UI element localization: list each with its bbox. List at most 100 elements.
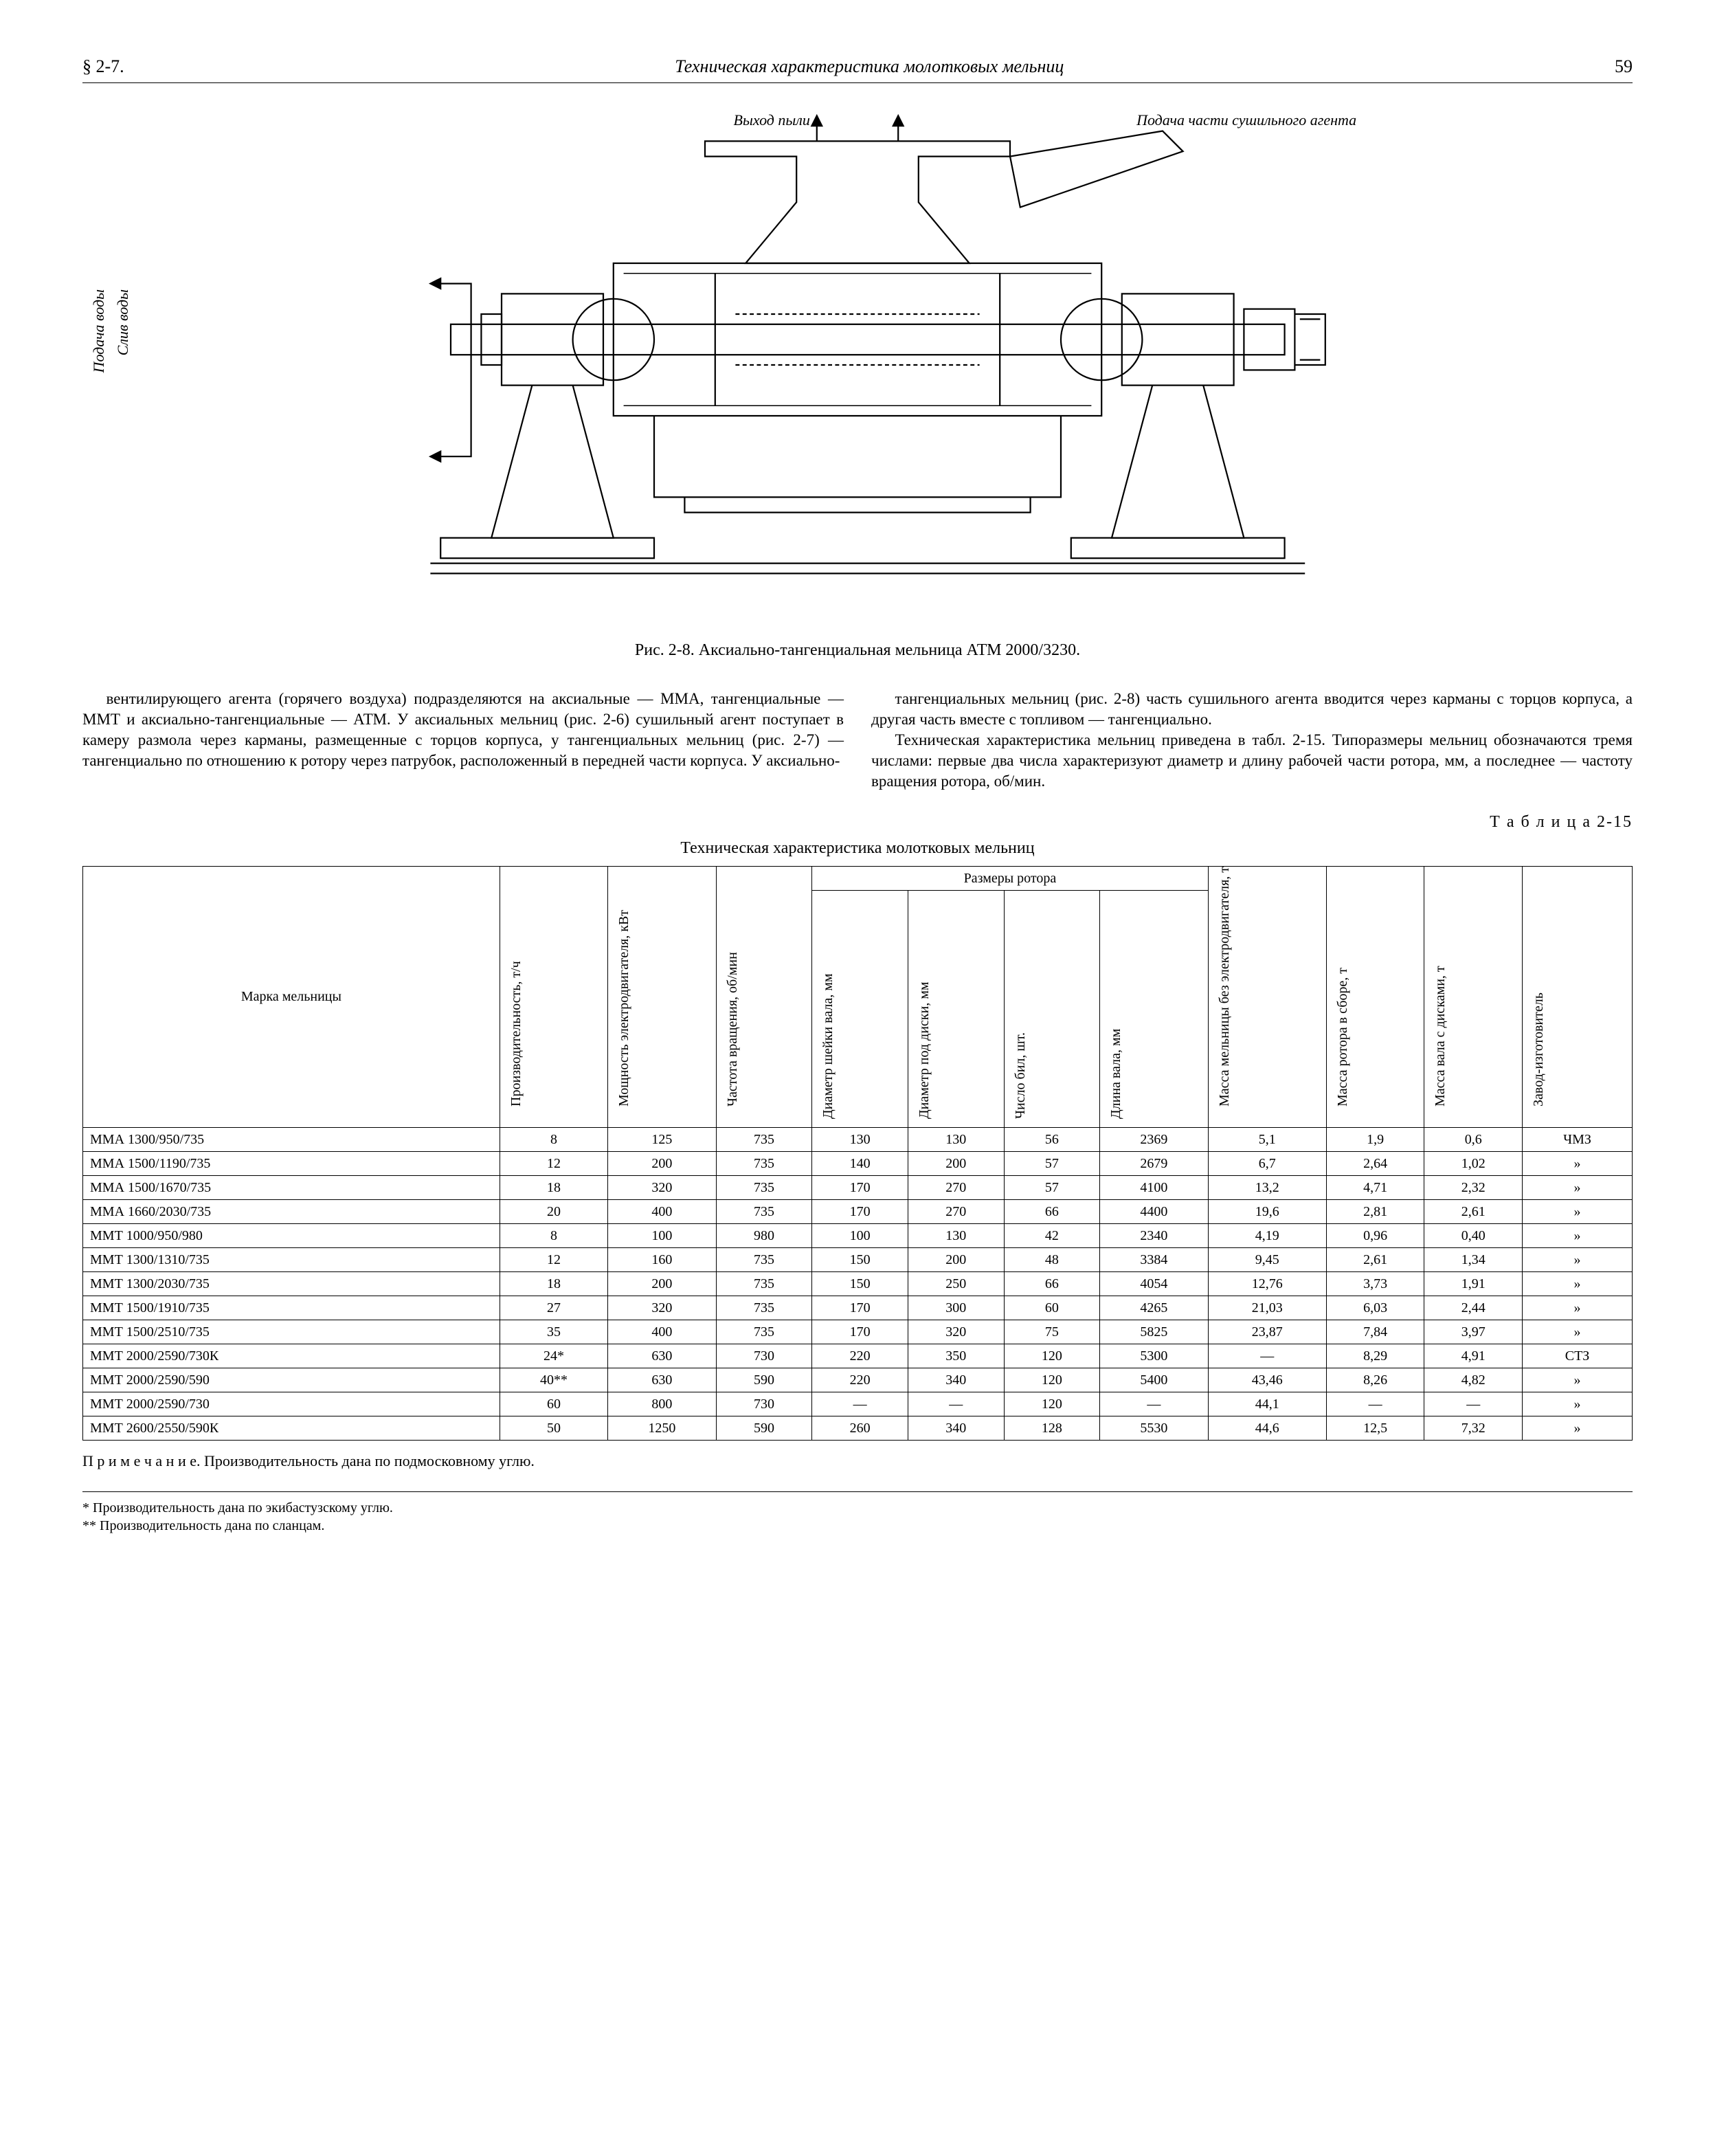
table-cell: 200 <box>908 1247 1004 1271</box>
table-cell: 13,2 <box>1208 1175 1326 1199</box>
table-cell: » <box>1523 1271 1633 1296</box>
table-cell: 18 <box>500 1175 607 1199</box>
table-cell: 735 <box>716 1151 812 1175</box>
table-cell: 250 <box>908 1271 1004 1296</box>
table-cell: 12 <box>500 1151 607 1175</box>
table-cell: 42 <box>1004 1223 1100 1247</box>
table-cell: 735 <box>716 1320 812 1344</box>
page-header: § 2-7. Техническая характеристика молотк… <box>82 55 1633 83</box>
paragraph: вентилирующего агента (горячего воздуха)… <box>82 689 844 771</box>
table-row: ММА 1500/1670/7351832073517027057410013,… <box>83 1175 1633 1199</box>
table-cell: СТЗ <box>1523 1344 1633 1368</box>
table-cell: ММТ 1500/2510/735 <box>83 1320 500 1344</box>
table-body: ММА 1300/950/73581257351301305623695,11,… <box>83 1127 1633 1440</box>
table-cell: 57 <box>1004 1151 1100 1175</box>
table-cell: 735 <box>716 1199 812 1223</box>
table-cell: 4,91 <box>1424 1344 1523 1368</box>
table-cell: ММА 1500/1190/735 <box>83 1151 500 1175</box>
table-cell: 4400 <box>1100 1199 1208 1223</box>
table-cell: 5825 <box>1100 1320 1208 1344</box>
table-cell: 2340 <box>1100 1223 1208 1247</box>
table-cell: 66 <box>1004 1199 1100 1223</box>
table-cell: » <box>1523 1416 1633 1440</box>
table-cell: 630 <box>608 1344 716 1368</box>
table-cell: 0,96 <box>1326 1223 1424 1247</box>
table-cell: 630 <box>608 1368 716 1392</box>
table-cell: 140 <box>812 1151 908 1175</box>
table-cell: 3,73 <box>1326 1271 1424 1296</box>
table-cell: 170 <box>812 1320 908 1344</box>
col-header: Длина вала, мм <box>1104 893 1128 1124</box>
table-cell: 4,19 <box>1208 1223 1326 1247</box>
table-note: П р и м е ч а н и е. Производительность … <box>82 1452 1633 1471</box>
spec-table: Марка мельницы Производительность, т/ч М… <box>82 866 1633 1441</box>
table-cell: 300 <box>908 1296 1004 1320</box>
table-cell: 340 <box>908 1416 1004 1440</box>
table-cell: » <box>1523 1247 1633 1271</box>
figure-label-top1: Выход пыли <box>734 111 810 131</box>
table-cell: 735 <box>716 1127 812 1151</box>
table-cell: 400 <box>608 1199 716 1223</box>
table-cell: 6,7 <box>1208 1151 1326 1175</box>
table-cell: 100 <box>608 1223 716 1247</box>
table-cell: 800 <box>608 1392 716 1416</box>
table-row: ММТ 2000/2590/59040**6305902203401205400… <box>83 1368 1633 1392</box>
col-header: Частота вращения, об/мин <box>721 881 744 1112</box>
table-label: Т а б л и ц а 2-15 <box>82 812 1633 833</box>
table-cell: 2,44 <box>1424 1296 1523 1320</box>
page-number: 59 <box>1615 55 1633 78</box>
table-cell: 2679 <box>1100 1151 1208 1175</box>
col-header: Масса вала с дисками, т <box>1428 881 1452 1112</box>
table-cell: 8 <box>500 1127 607 1151</box>
table-row: ММТ 1000/950/98081009801001304223404,190… <box>83 1223 1633 1247</box>
table-cell: ММТ 1300/1310/735 <box>83 1247 500 1271</box>
paragraph: Техническая характеристика мельниц приве… <box>871 730 1633 792</box>
table-cell: 2369 <box>1100 1127 1208 1151</box>
table-cell: 730 <box>716 1344 812 1368</box>
table-cell: 200 <box>608 1271 716 1296</box>
table-cell: 735 <box>716 1175 812 1199</box>
table-cell: 8 <box>500 1223 607 1247</box>
table-cell: 40** <box>500 1368 607 1392</box>
table-cell: ММТ 2000/2590/590 <box>83 1368 500 1392</box>
body-text: вентилирующего агента (горячего воздуха)… <box>82 689 1633 791</box>
table-cell: 57 <box>1004 1175 1100 1199</box>
table-cell: 120 <box>1004 1344 1100 1368</box>
running-title: Техническая характеристика молотковых ме… <box>675 55 1064 78</box>
table-cell: ММА 1660/2030/735 <box>83 1199 500 1223</box>
table-cell: 5300 <box>1100 1344 1208 1368</box>
table-cell: 260 <box>812 1416 908 1440</box>
table-cell: 590 <box>716 1368 812 1392</box>
table-cell: 7,84 <box>1326 1320 1424 1344</box>
table-cell: 150 <box>812 1247 908 1271</box>
col-header: Масса ротора в сборе, т <box>1331 881 1354 1112</box>
table-cell: 170 <box>812 1296 908 1320</box>
table-cell: — <box>812 1392 908 1416</box>
table-cell: 20 <box>500 1199 607 1223</box>
table-cell: 980 <box>716 1223 812 1247</box>
table-cell: 18 <box>500 1271 607 1296</box>
table-cell: 3384 <box>1100 1247 1208 1271</box>
col-header: Мощность электродвигателя, кВт <box>612 881 636 1112</box>
table-cell: 5530 <box>1100 1416 1208 1440</box>
table-cell: 735 <box>716 1247 812 1271</box>
col-header: Диаметр под диски, мм <box>912 893 936 1124</box>
table-cell: 8,29 <box>1326 1344 1424 1368</box>
table-cell: 150 <box>812 1271 908 1296</box>
table-row: ММТ 2600/2550/590К5012505902603401285530… <box>83 1416 1633 1440</box>
table-cell: 270 <box>908 1175 1004 1199</box>
table-cell: » <box>1523 1175 1633 1199</box>
col-header: Завод-изготовитель <box>1527 881 1550 1112</box>
footnotes: * Производительность дана по экибастузск… <box>82 1491 1633 1535</box>
table-cell: » <box>1523 1320 1633 1344</box>
table-cell: 4,71 <box>1326 1175 1424 1199</box>
table-cell: 2,64 <box>1326 1151 1424 1175</box>
table-cell: 6,03 <box>1326 1296 1424 1320</box>
table-cell: 8,26 <box>1326 1368 1424 1392</box>
table-cell: » <box>1523 1199 1633 1223</box>
table-cell: ММТ 1000/950/980 <box>83 1223 500 1247</box>
figure-label-text: Слив воды <box>114 289 131 355</box>
table-cell: 170 <box>812 1175 908 1199</box>
table-cell: » <box>1523 1151 1633 1175</box>
table-cell: — <box>1326 1392 1424 1416</box>
